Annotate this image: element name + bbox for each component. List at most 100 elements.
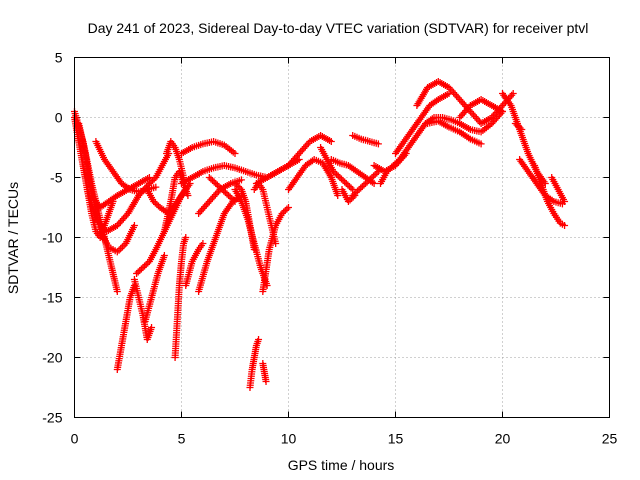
data-point — [477, 140, 485, 148]
x-tick-label: 15 — [388, 431, 404, 447]
data-point — [210, 178, 218, 186]
y-axis-label: SDTVAR / TECUs — [5, 182, 21, 294]
x-tick-labels: 0 5 10 15 20 25 — [71, 431, 618, 447]
data-point — [152, 183, 160, 191]
data-point — [368, 174, 376, 181]
data-point — [349, 186, 357, 193]
data-point — [151, 199, 159, 207]
data-point — [209, 177, 217, 184]
x-tick-label: 20 — [495, 431, 511, 447]
data-point — [160, 252, 168, 259]
data-point — [280, 208, 288, 216]
data-point — [345, 183, 353, 190]
data-point — [205, 174, 213, 181]
data-point — [221, 189, 229, 196]
data-point — [147, 178, 155, 186]
data-point — [137, 265, 145, 273]
data-point — [139, 264, 147, 271]
data-point — [374, 140, 382, 148]
data-point — [513, 121, 521, 129]
data-point — [341, 178, 349, 186]
data-point — [142, 261, 150, 268]
data-point — [213, 181, 221, 189]
data-point — [389, 162, 397, 169]
data-point — [145, 180, 153, 187]
y-tick-labels: 5 0 -5 -10 -15 -20 -25 — [42, 50, 62, 426]
data-point — [218, 186, 226, 193]
data-point — [388, 163, 396, 171]
data-point — [182, 234, 190, 241]
y-tick-label: 5 — [55, 50, 63, 66]
data-point — [149, 177, 157, 184]
x-tick-label: 0 — [71, 431, 79, 447]
data-point — [561, 222, 569, 229]
y-tick-label: -25 — [42, 410, 62, 426]
data-point — [217, 184, 225, 192]
data-point — [370, 180, 378, 187]
data-point — [511, 120, 519, 127]
x-axis-label: GPS time / hours — [288, 457, 395, 473]
data-point — [561, 198, 569, 205]
y-tick-label: -10 — [42, 230, 62, 246]
data-point — [109, 198, 117, 205]
data-point — [231, 198, 239, 205]
data-point — [371, 171, 379, 178]
data-point — [339, 177, 347, 184]
data-point — [352, 189, 360, 196]
data-point — [336, 174, 344, 181]
data-point — [215, 183, 223, 190]
plot-frame — [74, 57, 610, 418]
data-point — [350, 190, 358, 198]
y-tick-label: 0 — [55, 110, 63, 126]
data-point — [148, 324, 156, 331]
data-points — [71, 78, 569, 391]
data-point — [347, 184, 355, 192]
data-point — [145, 174, 153, 181]
data-point — [333, 171, 341, 178]
data-point — [357, 184, 365, 192]
y-tick-label: -5 — [50, 170, 63, 186]
data-point — [285, 204, 292, 211]
data-point — [231, 150, 239, 157]
data-point — [233, 181, 241, 189]
data-point — [370, 172, 378, 180]
data-point — [373, 169, 381, 177]
data-point — [262, 378, 270, 385]
chart-title: Day 241 of 2023, Sidereal Day-to-day VTE… — [88, 20, 589, 36]
data-point — [334, 192, 342, 199]
data-point — [337, 175, 345, 183]
data-point — [255, 336, 263, 343]
data-point — [133, 270, 141, 277]
data-point — [334, 172, 342, 180]
data-point — [228, 195, 236, 202]
y-tick-label: -15 — [42, 290, 62, 306]
data-point — [365, 177, 373, 184]
data-point — [346, 196, 354, 204]
data-point — [136, 267, 144, 274]
data-point — [349, 192, 357, 199]
data-point — [393, 159, 401, 166]
data-point — [385, 166, 393, 174]
data-point — [234, 183, 242, 190]
data-point — [354, 187, 362, 195]
y-tick-label: -20 — [42, 350, 62, 366]
data-point — [515, 123, 523, 130]
data-point — [184, 192, 192, 199]
data-point — [153, 201, 161, 208]
data-point — [283, 205, 291, 213]
data-point — [225, 192, 233, 199]
data-point — [366, 175, 374, 183]
data-point — [386, 165, 394, 172]
data-point — [516, 124, 524, 132]
data-point — [499, 108, 506, 115]
data-point — [358, 183, 366, 190]
data-point — [220, 187, 228, 195]
data-point — [344, 198, 352, 205]
data-point — [348, 195, 356, 202]
data-point — [212, 180, 220, 187]
data-point — [509, 90, 517, 97]
data-point — [331, 169, 339, 177]
data-point — [363, 178, 371, 186]
data-point — [199, 240, 207, 247]
